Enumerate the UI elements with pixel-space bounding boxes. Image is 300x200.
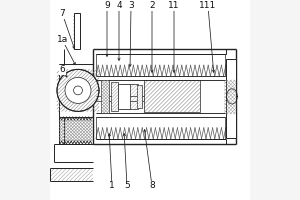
Text: 11: 11 — [168, 1, 180, 10]
Circle shape — [57, 69, 99, 111]
Text: 1a: 1a — [57, 36, 68, 45]
Text: 2: 2 — [149, 1, 155, 10]
Bar — [144, 80, 200, 112]
Text: 111: 111 — [200, 1, 217, 10]
Bar — [96, 80, 225, 113]
Text: 4: 4 — [116, 1, 122, 10]
Bar — [137, 85, 142, 108]
Text: 8: 8 — [149, 182, 155, 190]
Bar — [111, 82, 118, 111]
Text: 3: 3 — [128, 1, 134, 10]
Text: 9: 9 — [104, 1, 110, 10]
Bar — [118, 84, 130, 109]
Bar — [74, 13, 80, 49]
Circle shape — [74, 86, 82, 95]
Text: 5: 5 — [124, 182, 130, 190]
Text: 6: 6 — [59, 66, 65, 74]
Bar — [96, 117, 225, 139]
Bar — [101, 80, 109, 113]
Circle shape — [65, 77, 91, 103]
Bar — [120, 84, 138, 109]
Bar — [96, 54, 225, 76]
Text: 7: 7 — [59, 9, 65, 19]
Bar — [226, 59, 236, 138]
Text: 1: 1 — [109, 182, 115, 190]
